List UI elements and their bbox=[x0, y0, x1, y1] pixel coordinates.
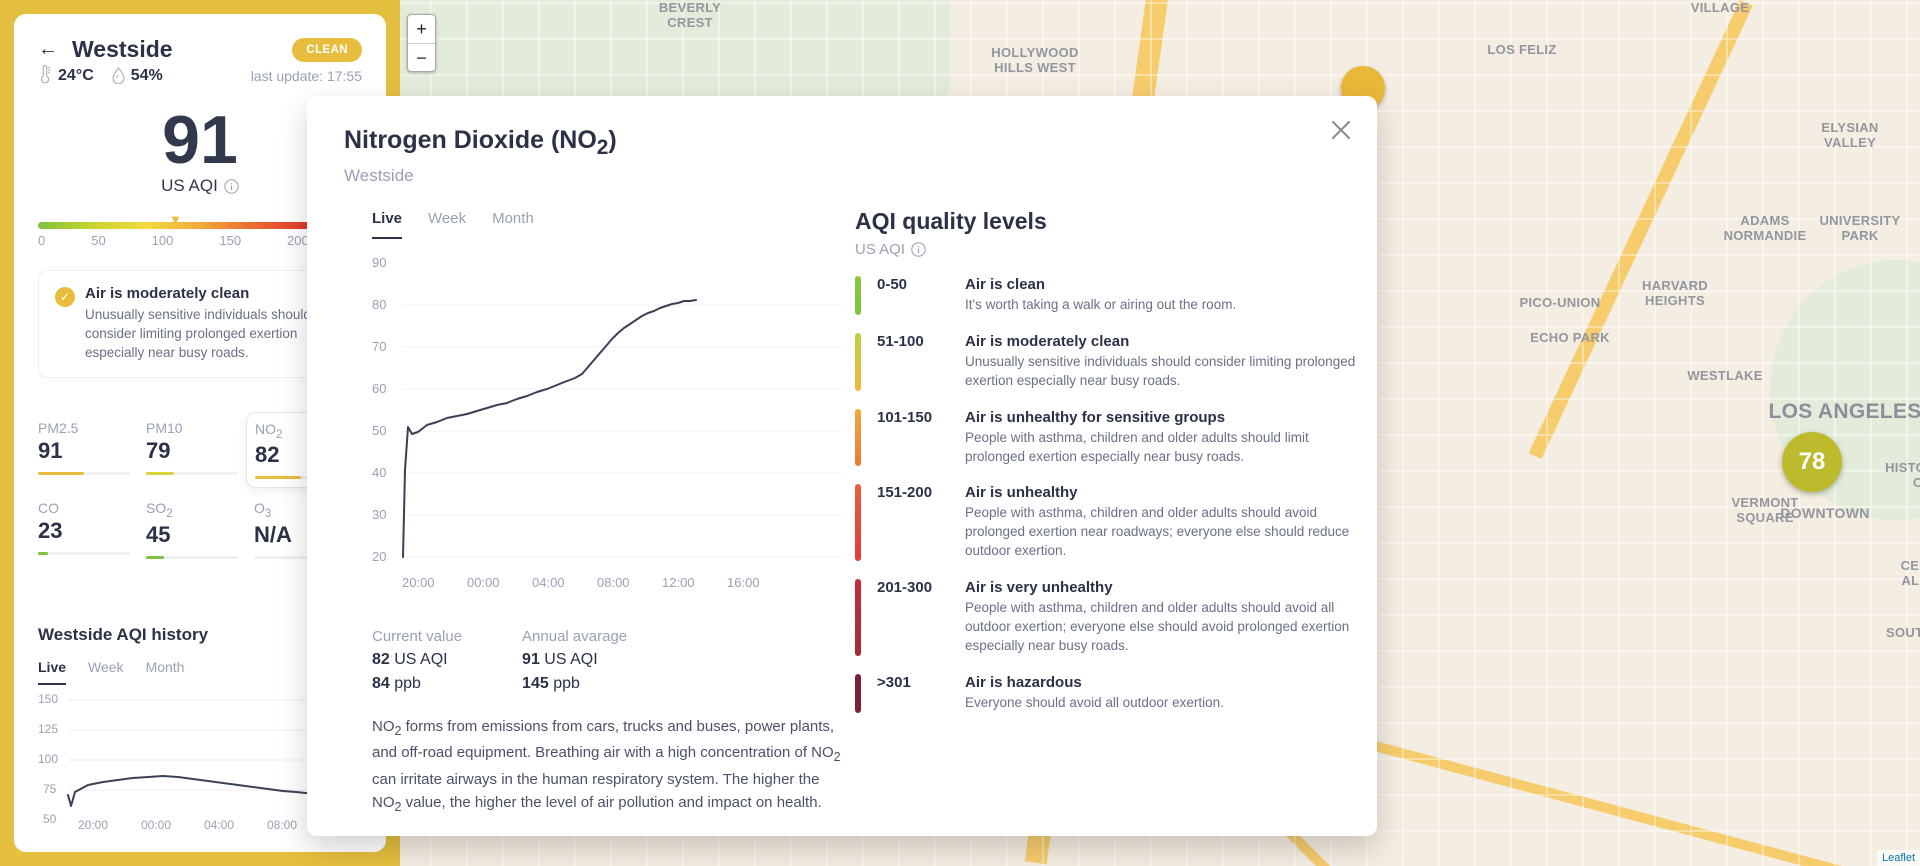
svg-text:08:00: 08:00 bbox=[267, 818, 297, 832]
svg-text:04:00: 04:00 bbox=[532, 575, 565, 590]
svg-text:80: 80 bbox=[372, 297, 386, 312]
svg-text:90: 90 bbox=[372, 255, 386, 270]
svg-text:08:00: 08:00 bbox=[597, 575, 630, 590]
svg-text:20:00: 20:00 bbox=[78, 818, 108, 832]
svg-text:12:00: 12:00 bbox=[662, 575, 695, 590]
svg-text:16:00: 16:00 bbox=[727, 575, 760, 590]
svg-text:100: 100 bbox=[38, 752, 58, 766]
svg-text:20: 20 bbox=[372, 549, 386, 564]
svg-text:75: 75 bbox=[43, 782, 57, 796]
svg-text:60: 60 bbox=[372, 381, 386, 396]
svg-text:150: 150 bbox=[38, 692, 58, 706]
svg-text:00:00: 00:00 bbox=[467, 575, 500, 590]
svg-text:40: 40 bbox=[372, 465, 386, 480]
svg-text:50: 50 bbox=[372, 423, 386, 438]
svg-text:00:00: 00:00 bbox=[141, 818, 171, 832]
svg-text:30: 30 bbox=[372, 507, 386, 522]
svg-text:20:00: 20:00 bbox=[402, 575, 435, 590]
svg-text:04:00: 04:00 bbox=[204, 818, 234, 832]
svg-text:70: 70 bbox=[372, 339, 386, 354]
svg-text:50: 50 bbox=[43, 812, 57, 826]
svg-text:125: 125 bbox=[38, 722, 58, 736]
